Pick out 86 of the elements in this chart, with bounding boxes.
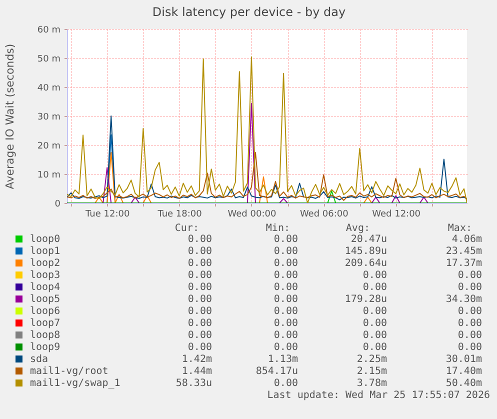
text: Avg: xyxy=(346,223,370,234)
text: 0.00 xyxy=(274,330,298,341)
text: 0.00 xyxy=(362,270,387,281)
text: 0.00 xyxy=(458,342,482,353)
text: 50.40m xyxy=(446,378,482,389)
legend-label: mail1-vg/swap_1 xyxy=(30,378,120,389)
text: 0.00 xyxy=(188,282,212,293)
text: 2.15m xyxy=(356,366,387,377)
text: 0.00 xyxy=(362,282,387,293)
text: 179.28u xyxy=(344,294,387,305)
text: 209.64u xyxy=(344,258,387,269)
text: 20.47u xyxy=(350,234,387,245)
text: 0.00 xyxy=(188,294,212,305)
text: Max: xyxy=(448,223,472,234)
legend-label: loop2 xyxy=(30,258,60,269)
line-series xyxy=(67,152,467,201)
text: 0.00 xyxy=(188,342,212,353)
y-tick-label: 40 m xyxy=(37,84,60,94)
text: 1.13m xyxy=(268,354,298,365)
text: 0.00 xyxy=(274,270,298,281)
text: 0.00 xyxy=(188,246,212,257)
legend-label: loop0 xyxy=(30,234,60,245)
y-tick-label: 60 m xyxy=(37,26,60,36)
text: 1.42m xyxy=(182,354,212,365)
text: 0.00 xyxy=(188,258,212,269)
text: 0.00 xyxy=(274,234,298,245)
text: 0.00 xyxy=(458,306,482,317)
text: 1.44m xyxy=(182,366,212,377)
text: 0.00 xyxy=(188,306,212,317)
legend-label: loop4 xyxy=(30,282,60,293)
legend-label: loop9 xyxy=(30,342,60,353)
x-tick-label: Tue 18:00 xyxy=(156,210,202,220)
x-tick-label: Wed 00:00 xyxy=(228,210,276,220)
text: 23.45m xyxy=(446,246,482,257)
text: 0.00 xyxy=(188,330,212,341)
text: 0.00 xyxy=(362,342,387,353)
x-tick-label: Wed 06:00 xyxy=(300,210,349,220)
legend-label: loop5 xyxy=(30,294,60,305)
legend-label: loop3 xyxy=(30,270,60,281)
legend-label: mail1-vg/root xyxy=(30,366,108,377)
text: 0.00 xyxy=(362,318,387,329)
text: 0.00 xyxy=(458,318,482,329)
line-series xyxy=(67,116,467,200)
text: 0.00 xyxy=(274,306,298,317)
text: 3.78m xyxy=(356,378,387,389)
text: 854.17u xyxy=(256,366,298,377)
text: 58.33u xyxy=(176,378,212,389)
text: 0.00 xyxy=(188,270,212,281)
y-tick-label: 0 xyxy=(54,200,61,210)
text: 0.00 xyxy=(274,378,298,389)
text: Last update: Wed Mar 25 17:55:07 2026 xyxy=(267,390,490,401)
text: 2.25m xyxy=(356,354,387,365)
y-tick-label: 20 m xyxy=(37,142,60,152)
text: 0.00 xyxy=(274,342,298,353)
legend-label: loop6 xyxy=(30,306,60,317)
legend-label: loop1 xyxy=(30,246,60,257)
y-tick-label: 50 m xyxy=(37,54,60,64)
text: 0.00 xyxy=(362,330,387,341)
text: 0.00 xyxy=(458,330,482,341)
legend-label: loop8 xyxy=(30,330,60,341)
text: 4.06m xyxy=(452,234,482,245)
y-axis-title: Average IO Wait (seconds) xyxy=(4,44,16,190)
text: 145.89u xyxy=(344,246,387,257)
text: 0.00 xyxy=(188,318,212,329)
y-tick-label: 10 m xyxy=(37,170,60,180)
text: 0.00 xyxy=(274,282,298,293)
legend-label: sda xyxy=(30,354,48,365)
text: Min: xyxy=(266,223,290,234)
legend-label: loop7 xyxy=(30,318,60,329)
text: 30.01m xyxy=(446,354,482,365)
text: 0.00 xyxy=(274,246,298,257)
x-tick-label: Wed 12:00 xyxy=(372,210,421,220)
text: 0.00 xyxy=(188,234,212,245)
text: 0.00 xyxy=(362,306,387,317)
x-tick-label: Tue 12:00 xyxy=(84,210,130,220)
chart-title: Disk latency per device - by day xyxy=(152,5,346,19)
text: 34.30m xyxy=(446,294,482,305)
text: 0.00 xyxy=(458,282,482,293)
text: 0.00 xyxy=(274,294,298,305)
text: 0.00 xyxy=(274,318,298,329)
text: 17.40m xyxy=(446,366,482,377)
text: Cur: xyxy=(174,223,199,234)
y-tick-label: 30 m xyxy=(37,112,60,122)
text: 0.00 xyxy=(458,270,482,281)
text: 17.37m xyxy=(446,258,482,269)
text: 0.00 xyxy=(274,258,298,269)
